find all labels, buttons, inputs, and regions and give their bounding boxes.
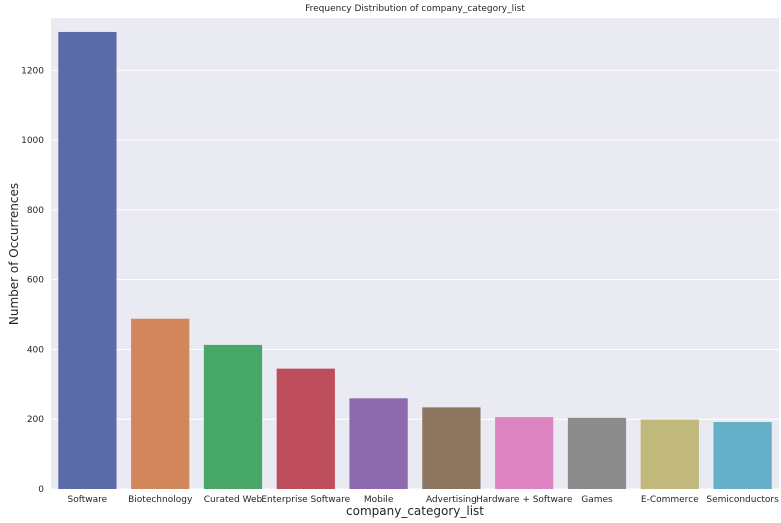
- x-tick-label: Mobile: [364, 495, 394, 505]
- x-axis-title: company_category_list: [346, 504, 484, 518]
- bar-e-commerce: [640, 419, 699, 489]
- bar-games: [567, 417, 627, 489]
- bar-enterprise-software: [276, 368, 335, 489]
- y-tick-label: 800: [27, 206, 44, 216]
- y-tick-labels: 0 200 400 600 800 1000 1200: [21, 66, 44, 495]
- y-tick-label: 0: [38, 485, 44, 495]
- bar-biotechnology: [131, 318, 190, 489]
- y-tick-label: 1000: [21, 136, 44, 146]
- x-tick-label: E-Commerce: [641, 495, 699, 505]
- bar-mobile: [349, 398, 408, 489]
- bar-semiconductors: [713, 422, 772, 489]
- x-tick-label: Games: [581, 495, 613, 505]
- y-tick-label: 400: [27, 345, 44, 355]
- y-axis-title: Number of Occurrences: [7, 183, 21, 325]
- x-tick-label: Biotechnology: [128, 495, 193, 505]
- bar-advertising: [422, 407, 481, 489]
- x-tick-label: Advertising: [426, 495, 477, 505]
- chart-title: Frequency Distribution of company_catego…: [305, 4, 525, 14]
- y-tick-label: 600: [27, 276, 44, 286]
- x-tick-label: Semiconductors: [706, 495, 779, 505]
- bar-software: [58, 31, 117, 489]
- y-tick-label: 200: [27, 415, 44, 425]
- x-tick-label: Enterprise Software: [261, 495, 350, 505]
- bar-curated-web: [203, 344, 263, 489]
- x-tick-label: Curated Web: [204, 495, 263, 505]
- x-tick-label: Hardware + Software: [476, 495, 573, 505]
- x-tick-labels: Software Biotechnology Curated Web Enterpri…: [68, 495, 780, 505]
- bars: [58, 31, 772, 489]
- bar-hardware-software: [495, 417, 554, 489]
- x-tick-label: Software: [68, 495, 108, 505]
- y-tick-label: 1200: [21, 66, 44, 76]
